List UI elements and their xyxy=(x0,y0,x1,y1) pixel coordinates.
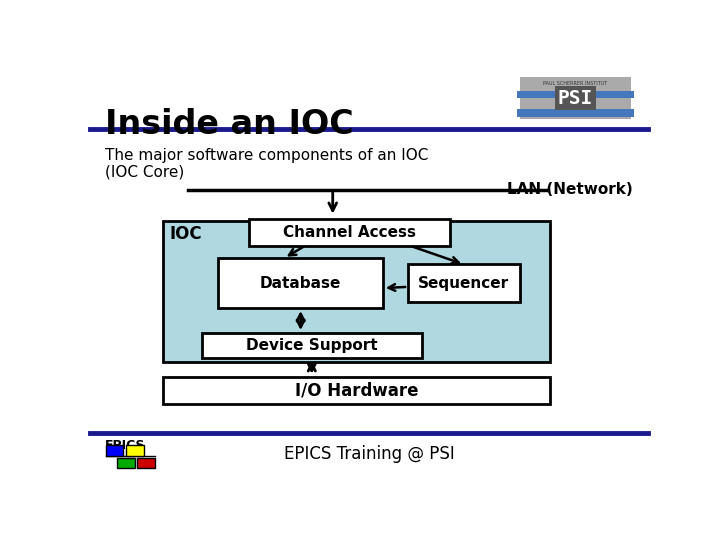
Text: LAN (Network): LAN (Network) xyxy=(507,182,632,197)
FancyBboxPatch shape xyxy=(517,109,634,117)
FancyBboxPatch shape xyxy=(163,377,550,404)
Bar xyxy=(106,446,124,456)
Text: Sequencer: Sequencer xyxy=(418,275,510,291)
Text: I/O Hardware: I/O Hardware xyxy=(294,381,418,399)
Text: (IOC Core): (IOC Core) xyxy=(105,165,184,180)
FancyBboxPatch shape xyxy=(202,333,422,358)
FancyBboxPatch shape xyxy=(408,265,520,302)
Bar xyxy=(138,458,156,468)
Text: PSI: PSI xyxy=(558,89,593,107)
Text: IOC: IOC xyxy=(169,225,202,243)
FancyBboxPatch shape xyxy=(517,91,634,98)
Text: EPICS Training @ PSI: EPICS Training @ PSI xyxy=(284,444,454,463)
Text: Inside an IOC: Inside an IOC xyxy=(105,109,354,141)
FancyBboxPatch shape xyxy=(249,219,450,246)
FancyBboxPatch shape xyxy=(218,258,383,308)
Text: Database: Database xyxy=(260,275,341,291)
Bar xyxy=(117,458,135,468)
Bar xyxy=(126,446,144,456)
Text: PAUL SCHERRER INSTITUT: PAUL SCHERRER INSTITUT xyxy=(544,81,608,86)
FancyBboxPatch shape xyxy=(520,77,631,119)
Text: EPICS: EPICS xyxy=(105,439,145,452)
Text: Channel Access: Channel Access xyxy=(283,225,416,240)
Text: The major software components of an IOC: The major software components of an IOC xyxy=(105,148,428,163)
Text: Device Support: Device Support xyxy=(246,338,377,353)
FancyBboxPatch shape xyxy=(163,221,550,362)
